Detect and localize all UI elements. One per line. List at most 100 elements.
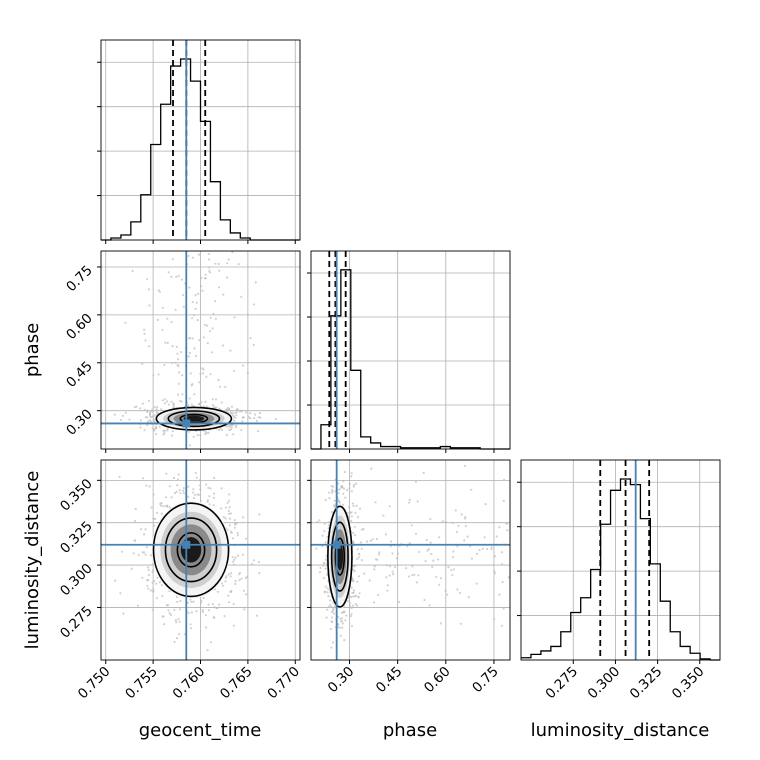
panel-geocent-time-luminosity-distance-point xyxy=(178,489,181,492)
panel-geocent-time-phase-point xyxy=(220,428,223,432)
panel-geocent-time-luminosity-distance-point xyxy=(154,517,157,521)
panel-phase-luminosity-distance-point xyxy=(348,604,352,607)
panel-geocent-time-phase-point xyxy=(228,428,231,431)
panel-phase-luminosity-distance-point xyxy=(354,511,357,514)
panel-phase-luminosity-distance-point xyxy=(330,510,334,514)
panel-phase-luminosity-distance-point xyxy=(451,574,454,577)
panel-phase-luminosity-distance-point xyxy=(350,472,353,475)
panel-geocent-time-luminosity-distance-point xyxy=(173,491,177,495)
panel-geocent-time-phase-point xyxy=(172,406,175,409)
panel-geocent-time-phase-point xyxy=(211,351,214,354)
panel-phase-luminosity-distance-point xyxy=(337,492,340,495)
panel-geocent-time-luminosity-distance-point xyxy=(227,594,230,597)
panel-geocent-time-luminosity-distance-point xyxy=(213,606,216,609)
panel-geocent-time-luminosity-distance-point xyxy=(216,590,219,593)
panel-geocent-time-phase-point xyxy=(147,288,150,291)
panel-phase-luminosity-distance-point xyxy=(408,498,411,501)
panel-phase-luminosity-distance-point xyxy=(438,536,441,539)
panel-geocent-time-phase-point xyxy=(188,397,191,400)
panel-geocent-time-luminosity-distance-point xyxy=(233,519,236,522)
panel-geocent-time-phase-point xyxy=(160,408,163,411)
panel-phase-luminosity-distance-point xyxy=(331,641,334,644)
panel-phase-luminosity-distance-point xyxy=(318,571,322,574)
panel-phase-luminosity-distance-point xyxy=(411,574,414,577)
panel-geocent-time-luminosity-distance-point xyxy=(175,621,178,624)
panel-geocent-time-phase-point xyxy=(193,393,196,396)
panel-geocent-time-luminosity-distance-point xyxy=(227,509,230,512)
panel-geocent-time-luminosity-distance-point xyxy=(236,531,239,535)
panel-geocent-time-phase-point xyxy=(214,300,217,303)
panel-phase-luminosity-distance-point xyxy=(356,548,359,551)
panel-geocent-time-phase-point xyxy=(181,374,184,377)
panel-geocent-time-phase-point xyxy=(181,393,184,396)
panel-geocent-time-luminosity-distance-point xyxy=(201,610,204,614)
panel-phase-luminosity-distance-contour-1 xyxy=(330,521,349,592)
panel-geocent-time-luminosity-distance-point xyxy=(175,595,179,599)
panel-phase-luminosity-distance-point xyxy=(418,550,421,554)
panel-phase-luminosity-distance-point xyxy=(437,558,440,561)
panel-phase-luminosity-distance-point xyxy=(385,564,388,567)
panel-geocent-time-luminosity-distance-point xyxy=(150,506,153,509)
panel-geocent-time-luminosity-distance-point xyxy=(231,560,235,563)
panel-phase-luminosity-distance-point xyxy=(413,573,416,576)
panel-phase-luminosity-distance-point xyxy=(394,565,397,569)
panel-geocent-time-phase-point xyxy=(147,399,150,402)
panel-geocent-time-luminosity-distance-point xyxy=(152,524,156,527)
panel-phase-luminosity-distance-truth-marker xyxy=(332,540,341,549)
hist-luminosity-distance-frame xyxy=(520,459,721,661)
panel-geocent-time-phase-point xyxy=(146,278,149,281)
panel-phase-luminosity-distance-point xyxy=(424,560,427,563)
panel-phase-luminosity-distance-point xyxy=(493,572,497,575)
panel-phase-luminosity-distance-point xyxy=(321,534,324,537)
panel-geocent-time-phase-point xyxy=(164,341,167,344)
panel-phase-luminosity-distance-point xyxy=(374,558,377,561)
panel-geocent-time-phase-point xyxy=(222,293,225,296)
panel-geocent-time-phase-point xyxy=(191,301,194,304)
panel-geocent-time-luminosity-distance-point xyxy=(232,624,235,627)
panel-geocent-time-phase-point xyxy=(148,345,151,348)
panel-geocent-time-luminosity-distance-point xyxy=(199,499,202,502)
panel-geocent-time-luminosity-distance-point xyxy=(189,623,192,626)
panel-phase-luminosity-distance-point xyxy=(429,518,432,521)
panel-phase-luminosity-distance-point xyxy=(456,588,459,591)
panel-geocent-time-phase-point xyxy=(254,281,257,284)
panel-geocent-time-phase-point xyxy=(188,351,191,355)
panel-geocent-time-phase-point xyxy=(255,419,259,423)
panel-phase-luminosity-distance-point xyxy=(349,615,352,618)
panel-geocent-time-luminosity-distance-point xyxy=(207,486,210,489)
panel-geocent-time-phase-point xyxy=(196,434,199,437)
panel-phase-luminosity-distance-point xyxy=(338,488,341,491)
x-tick-label-phase: 0.75 xyxy=(469,664,502,697)
y-tick-label-phase: 0.60 xyxy=(63,310,96,343)
panel-geocent-time-luminosity-distance-point xyxy=(149,589,152,592)
panel-geocent-time-phase-point xyxy=(174,361,177,364)
panel-phase-luminosity-distance-point xyxy=(366,540,369,543)
panel-geocent-time-phase-point xyxy=(220,401,223,404)
panel-geocent-time-phase-point xyxy=(156,405,159,409)
panel-geocent-time-phase-point xyxy=(124,411,127,414)
panel-phase-luminosity-distance-point xyxy=(323,529,326,533)
panel-geocent-time-luminosity-distance-point xyxy=(132,552,135,555)
panel-phase-luminosity-distance-point xyxy=(414,480,417,483)
panel-phase-luminosity-distance-point xyxy=(358,575,361,578)
panel-phase-luminosity-distance-point xyxy=(349,602,352,605)
panel-geocent-time-phase-point xyxy=(157,289,160,292)
panel-geocent-time-phase-point xyxy=(249,337,252,340)
panel-geocent-time-phase-point xyxy=(197,292,200,295)
panel-geocent-time-phase-point xyxy=(163,363,166,367)
panel-geocent-time-luminosity-distance-point xyxy=(228,493,231,496)
panel-geocent-time-luminosity-distance-point xyxy=(133,539,136,542)
panel-geocent-time-luminosity-distance-point xyxy=(182,487,185,490)
panel-geocent-time-phase-point xyxy=(197,253,201,256)
panel-phase-luminosity-distance-point xyxy=(355,504,358,507)
panel-geocent-time-luminosity-distance-point xyxy=(234,523,237,526)
panel-phase-luminosity-distance-point xyxy=(341,622,344,625)
panel-phase-luminosity-distance-point xyxy=(506,529,509,532)
panel-phase-luminosity-distance-point xyxy=(352,589,355,592)
panel-geocent-time-phase-point xyxy=(249,412,252,415)
panel-geocent-time-phase-point xyxy=(232,415,235,418)
panel-geocent-time-luminosity-distance-point xyxy=(156,576,159,579)
panel-geocent-time-phase-point xyxy=(226,425,229,428)
panel-phase-luminosity-distance-point xyxy=(345,614,348,617)
panel-geocent-time-luminosity-distance-point xyxy=(190,611,193,614)
